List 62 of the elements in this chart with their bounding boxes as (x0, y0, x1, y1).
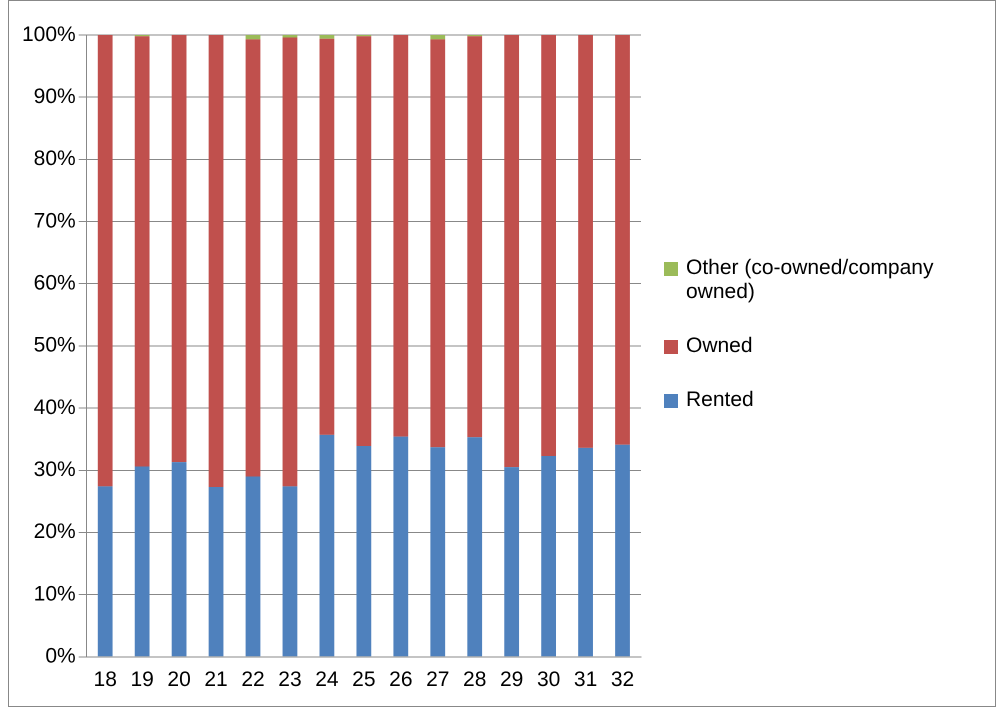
y-tick-label: 90% (34, 84, 76, 108)
bar (615, 35, 630, 445)
x-tick-label: 22 (241, 668, 265, 692)
x-tick-label: 27 (426, 668, 450, 692)
bar (134, 466, 150, 656)
x-tick-label: 29 (500, 668, 524, 692)
bar (172, 35, 186, 462)
legend-label: Rented (686, 388, 754, 412)
y-tick-label: 70% (34, 209, 76, 232)
bar (246, 476, 260, 656)
bar (320, 434, 334, 656)
bar (208, 487, 224, 656)
x-tick-label: 28 (463, 668, 486, 692)
bar (246, 35, 260, 40)
bar (246, 39, 260, 476)
bar (282, 37, 298, 486)
x-tick-label: 32 (610, 668, 634, 692)
bar (504, 467, 520, 656)
bar (356, 446, 372, 656)
bar (578, 448, 593, 656)
legend-label: Other (co-owned/company owned) (686, 256, 934, 304)
bar (578, 35, 593, 448)
x-tick-label: 31 (574, 668, 598, 692)
legend-label: Owned (686, 334, 753, 358)
y-tick-label: 80% (34, 147, 76, 170)
x-tick-label: 30 (536, 668, 560, 692)
y-tick-label: 20% (34, 520, 76, 544)
bar (430, 35, 446, 40)
y-tick-label: 10% (34, 582, 76, 606)
bar (467, 437, 482, 656)
bar (282, 486, 298, 656)
y-tick-label: 60% (34, 272, 76, 295)
x-tick-label: 20 (167, 668, 191, 692)
y-tick-label: 30% (34, 458, 76, 482)
x-tick-label: 23 (278, 668, 302, 692)
x-tick-label: 26 (389, 668, 412, 692)
bar (393, 436, 408, 656)
bar (320, 35, 334, 39)
x-tick-label: 18 (94, 668, 117, 692)
y-tick-label: 40% (34, 396, 76, 419)
bar (541, 456, 556, 656)
bar (320, 38, 334, 435)
y-tick-label: 50% (34, 334, 76, 357)
bar (172, 462, 186, 656)
bar (393, 35, 408, 437)
x-tick-label: 25 (352, 668, 376, 692)
bar (356, 36, 372, 446)
bar (430, 447, 446, 656)
y-tick-label: 0% (45, 644, 76, 668)
bar (134, 36, 150, 467)
x-tick-label: 19 (130, 668, 154, 692)
bar (504, 35, 520, 468)
bar (98, 486, 113, 656)
bar (467, 36, 482, 438)
bar (208, 35, 224, 488)
x-tick-label: 24 (315, 668, 339, 692)
bar (541, 35, 556, 456)
x-tick-label: 21 (204, 668, 228, 692)
bar (430, 39, 446, 448)
y-tick-label: 100% (22, 22, 76, 46)
bar (615, 444, 630, 656)
bar (98, 35, 113, 486)
